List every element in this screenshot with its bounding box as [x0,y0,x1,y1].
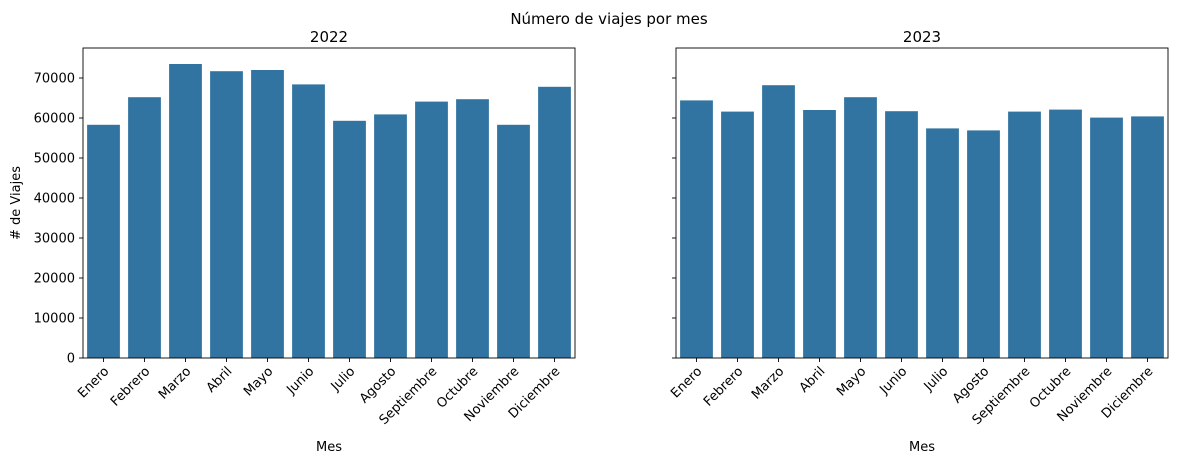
bar-agosto [374,114,407,359]
y-tick-label: 70000 [34,72,75,87]
bar-enero [87,124,120,358]
bar-agosto [967,130,1000,358]
bar-septiembre [415,101,448,358]
bar-julio [926,128,959,358]
bar-octubre [456,99,489,358]
y-tick-label: 60000 [34,112,75,127]
y-tick-label: 10000 [34,312,75,327]
figure-suptitle: Número de viajes por mes [510,10,708,28]
bar-enero [680,100,713,359]
x-axis-label: Mes [316,440,342,455]
bar-julio [333,120,366,358]
bar-mayo [251,70,284,358]
subplot-title: 2023 [903,28,941,46]
bar-diciembre [538,86,571,359]
x-axis-label: Mes [909,440,935,455]
subplots: 0 10000 20000 30000 40000 50000 60000 70000 Ener… [9,28,1169,455]
bar-marzo [169,64,202,358]
y-tick-label: 20000 [34,272,75,287]
bar-febrero [721,111,754,358]
axes-frame [82,47,576,359]
bar-marzo [762,85,795,358]
y-tick-label: 40000 [34,192,75,207]
bar-noviembre [497,124,530,358]
y-tick-label: 50000 [34,152,75,167]
bar-abril [803,110,836,358]
subplot-title: 2022 [310,28,348,46]
bar-mayo [844,97,877,358]
bar-junio [292,84,325,359]
bar-septiembre [1008,111,1041,358]
y-axis-label: # de Viajes [9,166,24,240]
bar-febrero [128,97,161,358]
axes-frame [675,47,1169,359]
y-tick-label: 30000 [34,232,75,247]
bar-abril [210,71,243,358]
bar-diciembre [1131,116,1164,359]
bar-noviembre [1090,117,1123,358]
bar-octubre [1049,109,1082,358]
y-tick-label: 0 [67,352,75,367]
bar-junio [885,111,918,358]
